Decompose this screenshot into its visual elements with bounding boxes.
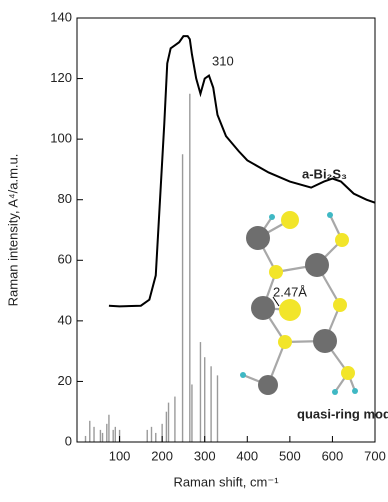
x-tick-label: 700 [364,448,386,463]
annotation: quasi-ring model [297,406,388,421]
y-tick-label: 0 [65,433,72,448]
y-axis-label: Raman intensity, A⁴/a.m.u. [5,154,20,307]
x-tick-label: 500 [279,448,301,463]
annotation: 2.47Å [273,284,307,299]
x-tick-label: 300 [194,448,216,463]
y-tick-label: 120 [50,70,72,85]
y-tick-label: 60 [58,252,72,267]
x-tick-label: 100 [109,448,131,463]
y-tick-label: 80 [58,191,72,206]
y-tick-label: 100 [50,131,72,146]
molecule-inset [240,211,358,395]
annotation: 310 [212,53,234,68]
y-tick-label: 140 [50,9,72,24]
x-tick-label: 200 [151,448,173,463]
x-tick-label: 600 [322,448,344,463]
page: {"chart_data": { "type": "line", "x_labe… [0,0,388,497]
plot-frame [77,18,375,442]
y-tick-label: 20 [58,373,72,388]
chart: 0 20 40 60 80 100 120 140 100 200 300 400 500 600 700 R… [0,0,388,497]
y-tick-label: 40 [58,312,72,327]
annotation: a-Bi₂S₃ [302,166,347,181]
x-axis-label: Raman shift, cm⁻¹ [173,474,279,489]
x-tick-label: 400 [236,448,258,463]
